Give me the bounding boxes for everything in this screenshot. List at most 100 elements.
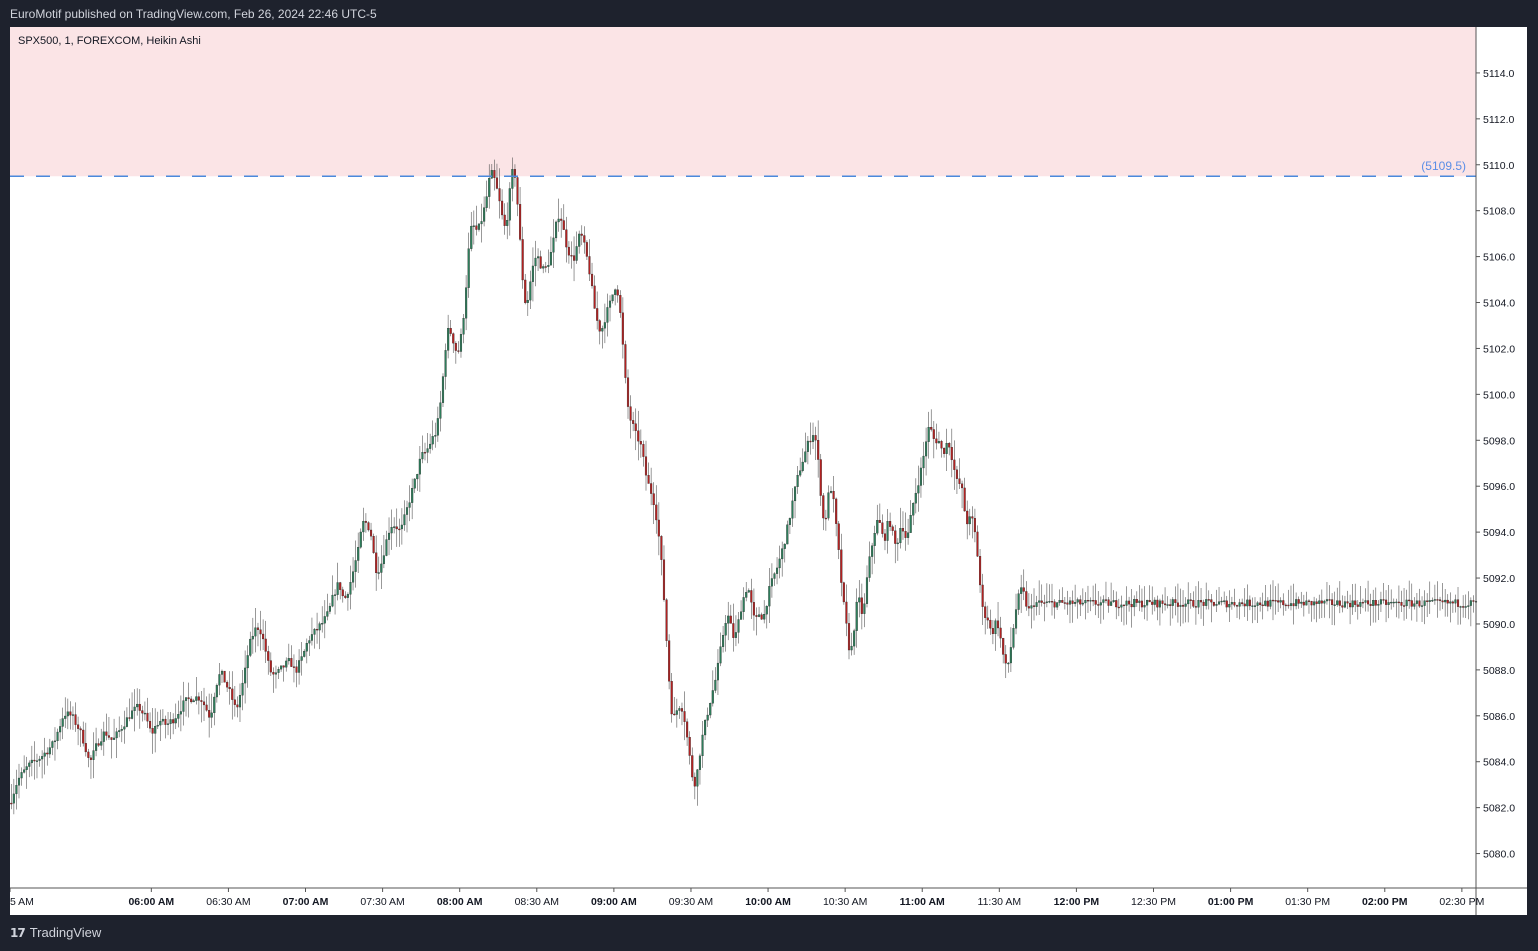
candle-down [544,266,547,268]
candle-up [334,594,337,596]
candle-up [131,710,134,719]
publish-info-bar: EuroMotif published on TradingView.com, … [0,0,1538,27]
candle-down [1169,604,1172,606]
candle-up [873,533,876,546]
candle-down [495,177,499,189]
candle-up [876,520,879,534]
footer-bar: 𝟭𝟳 TradingView [0,915,1538,951]
candle-down [932,429,935,439]
candle-down [1151,601,1154,605]
candle-down [46,752,49,755]
candle-up [393,526,396,528]
candle-down [1086,599,1090,602]
candle-up [745,592,748,598]
candle-down [657,519,660,537]
candle-down [976,531,979,557]
candle-down [814,435,817,441]
candle-up [25,766,28,770]
candle-up [1012,628,1015,648]
candle-down [619,295,622,313]
x-tick-label: 07:30 AM [360,896,404,908]
chart-area[interactable]: (5109.5) 5080.0 5082.0 5084.0 5086.0 5088.0 50… [10,27,1527,915]
candle-up [783,543,786,549]
candle-down [1050,601,1054,603]
candle-up [192,700,195,703]
candle-up [441,376,445,403]
candle-down [963,487,966,512]
candle-up [716,662,719,681]
candle-up [35,760,39,762]
candle-up [38,758,41,761]
candle-up [704,720,707,736]
candle-down [1194,606,1197,608]
candle-up [434,435,437,437]
x-tick-label: 12:00 PM [1054,896,1100,908]
candle-up [12,793,15,804]
candle-up [742,597,745,612]
candle-down [1128,600,1131,605]
candle-up [274,672,278,675]
candle-down [1397,601,1400,604]
candle-down [375,552,378,574]
candle-down [256,627,260,630]
tradingview-brand[interactable]: 𝟭𝟳 TradingView [10,925,101,940]
candle-down [1284,604,1287,607]
candle-up [488,178,491,197]
candle-up [1217,601,1221,605]
candle-down [590,273,594,287]
candle-up [1223,600,1226,602]
candle-up [768,586,771,607]
candle-down [847,623,851,651]
candle-up [66,711,69,717]
candle-up [1166,604,1169,606]
y-tick-label: 5080.0 [1483,849,1515,861]
candle-up [485,196,488,208]
candle-up [786,524,789,545]
candle-up [462,318,465,335]
candle-up [698,755,702,770]
candle-up [184,697,188,701]
candle-up [858,597,861,603]
candle-down [1063,602,1066,604]
candle-up [1007,662,1010,665]
candle-down [688,736,691,756]
candle-down [493,170,496,178]
candle-down [655,504,658,521]
candle-down [267,651,270,661]
candle-down [148,720,152,729]
candle-up [354,560,357,572]
x-tick-label: 09:30 AM [669,896,713,908]
candle-down [1261,604,1264,607]
candle-down [290,658,293,667]
candle-down [1092,600,1095,602]
candle-up [994,620,997,635]
candle-up [1158,600,1161,608]
candle-up [678,708,681,711]
candle-up [529,281,532,301]
candle-up [41,756,44,760]
candle-down [77,724,80,729]
candle-down [1400,602,1403,606]
candle-down [1241,602,1244,605]
candle-up [758,614,761,617]
candle-up [1395,601,1398,604]
candle-down [1079,599,1082,605]
candle-down [1297,599,1300,604]
candle-down [519,204,522,240]
price-chart[interactable]: (5109.5) 5080.0 5082.0 5084.0 5086.0 5088.0 50… [10,27,1527,915]
candle-up [608,300,612,308]
candle-up [1279,600,1282,603]
candle-up [246,655,249,669]
candle-up [159,721,162,726]
candle-up [804,451,807,463]
resistance-zone [10,27,1476,177]
candle-down [1402,605,1406,607]
candle-up [210,712,213,718]
candle-up [1089,600,1092,602]
candle-up [56,731,59,742]
candle-down [729,615,732,624]
candle-up [400,524,403,530]
candle-down [146,712,149,722]
candle-down [282,665,285,668]
candle-down [953,459,956,470]
